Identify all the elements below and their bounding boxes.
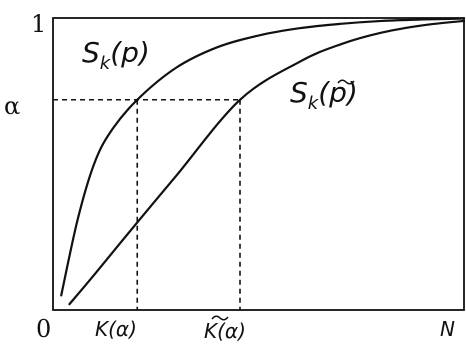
series-line-sk-p [60,17,466,297]
curve-label-sk-p-main: S [82,36,100,69]
plot-frame [52,17,465,311]
curves-layer [60,17,466,306]
curve-label-sk-ptilde: Sk(p) [290,76,358,114]
curve-label-sk-p-sub: k [100,53,112,74]
tilde-mark-k [211,315,229,321]
x-tick-label-k-alpha: K(α) [95,317,137,341]
y-tick-label-alpha: α [4,92,20,120]
x-tick-label-0: 0 [36,315,51,343]
curve-label-sk-ptilde-sub: k [308,93,320,114]
curve-label-sk-p: Sk(p) [82,36,150,74]
x-tick-label-k-tilde-alpha: K(α) [204,319,246,343]
x-tick-label-n: N [440,317,455,341]
curve-label-sk-ptilde-arg: (p) [318,76,358,109]
guide-lines-layer [53,98,241,310]
curve-label-sk-ptilde-main: S [290,76,308,109]
series-line-sk-ptilde [68,19,466,306]
curve-label-sk-p-arg: (p) [110,36,150,69]
tilde-mark-p [337,79,355,85]
y-tick-label-1: 1 [31,10,46,38]
